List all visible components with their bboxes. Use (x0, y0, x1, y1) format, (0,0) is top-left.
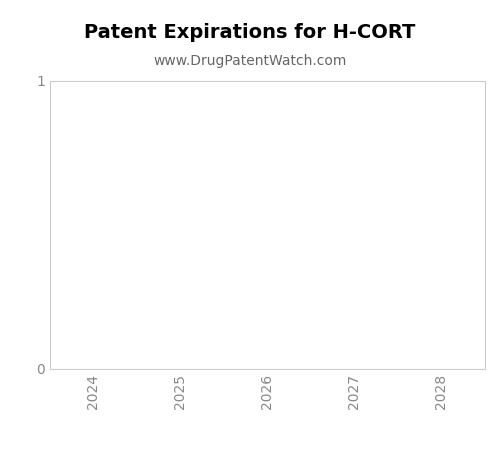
Text: Patent Expirations for H-CORT: Patent Expirations for H-CORT (84, 22, 415, 41)
Text: www.DrugPatentWatch.com: www.DrugPatentWatch.com (154, 54, 346, 68)
